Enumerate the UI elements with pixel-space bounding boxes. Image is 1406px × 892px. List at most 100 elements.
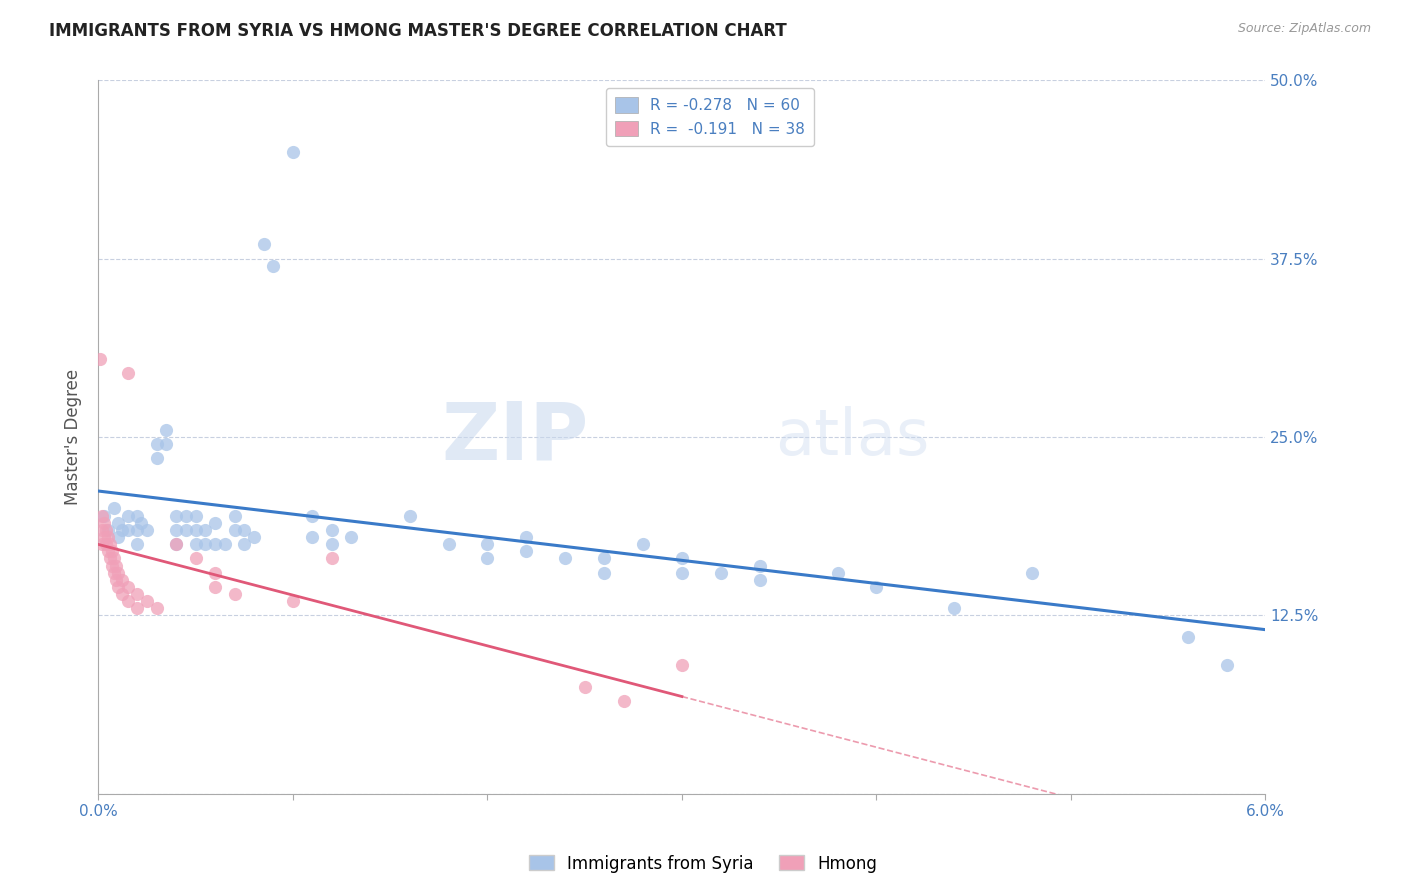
Point — [301, 508, 323, 523]
Point — [224, 508, 246, 523]
Point — [214, 537, 236, 551]
Point — [107, 516, 129, 530]
Point — [91, 523, 114, 537]
Point — [117, 508, 139, 523]
Point — [98, 537, 121, 551]
Point — [104, 558, 127, 573]
Point — [1177, 630, 1199, 644]
Point — [127, 523, 149, 537]
Point — [321, 551, 343, 566]
Point — [631, 537, 654, 551]
Point — [111, 573, 134, 587]
Point — [97, 544, 120, 558]
Point — [91, 508, 114, 523]
Point — [101, 544, 124, 558]
Point — [204, 516, 226, 530]
Point — [593, 551, 616, 566]
Point — [174, 508, 197, 523]
Point — [515, 530, 537, 544]
Point — [321, 523, 343, 537]
Point — [865, 580, 887, 594]
Point — [127, 587, 149, 601]
Point — [165, 537, 187, 551]
Point — [93, 530, 115, 544]
Point — [91, 537, 114, 551]
Point — [574, 680, 596, 694]
Point — [117, 366, 139, 380]
Point — [104, 573, 127, 587]
Point — [515, 544, 537, 558]
Point — [107, 580, 129, 594]
Point — [281, 145, 304, 159]
Point — [165, 537, 187, 551]
Point — [477, 537, 499, 551]
Text: atlas: atlas — [775, 406, 929, 468]
Point — [233, 537, 256, 551]
Point — [184, 551, 207, 566]
Point — [93, 508, 115, 523]
Point — [111, 587, 134, 601]
Point — [127, 508, 149, 523]
Point — [184, 523, 207, 537]
Point — [165, 508, 187, 523]
Point — [96, 537, 118, 551]
Point — [107, 530, 129, 544]
Point — [165, 523, 187, 537]
Text: IMMIGRANTS FROM SYRIA VS HMONG MASTER'S DEGREE CORRELATION CHART: IMMIGRANTS FROM SYRIA VS HMONG MASTER'S … — [49, 22, 787, 40]
Point — [398, 508, 420, 523]
Y-axis label: Master's Degree: Master's Degree — [65, 369, 83, 505]
Point — [281, 594, 304, 608]
Point — [101, 558, 124, 573]
Point — [340, 530, 363, 544]
Point — [554, 551, 576, 566]
Point — [748, 558, 770, 573]
Point — [107, 566, 129, 580]
Point — [146, 437, 169, 451]
Legend: Immigrants from Syria, Hmong: Immigrants from Syria, Hmong — [522, 848, 884, 880]
Point — [97, 523, 120, 537]
Point — [593, 566, 616, 580]
Point — [477, 551, 499, 566]
Point — [93, 516, 115, 530]
Point — [127, 601, 149, 615]
Point — [174, 523, 197, 537]
Point — [146, 451, 169, 466]
Point — [194, 523, 217, 537]
Point — [671, 658, 693, 673]
Point — [321, 537, 343, 551]
Point — [129, 516, 152, 530]
Point — [97, 530, 120, 544]
Point — [184, 537, 207, 551]
Point — [243, 530, 266, 544]
Point — [184, 508, 207, 523]
Point — [155, 423, 177, 437]
Point — [194, 537, 217, 551]
Point — [943, 601, 966, 615]
Point — [96, 523, 118, 537]
Point — [204, 537, 226, 551]
Point — [253, 237, 276, 252]
Point — [301, 530, 323, 544]
Point — [671, 566, 693, 580]
Point — [224, 523, 246, 537]
Point — [117, 594, 139, 608]
Text: ZIP: ZIP — [441, 398, 589, 476]
Text: Source: ZipAtlas.com: Source: ZipAtlas.com — [1237, 22, 1371, 36]
Point — [98, 551, 121, 566]
Point — [117, 523, 139, 537]
Point — [204, 566, 226, 580]
Point — [671, 551, 693, 566]
Point — [127, 537, 149, 551]
Point — [111, 523, 134, 537]
Point — [103, 566, 125, 580]
Point — [146, 601, 169, 615]
Point — [827, 566, 849, 580]
Point — [103, 551, 125, 566]
Point — [136, 523, 159, 537]
Point — [224, 587, 246, 601]
Point — [1215, 658, 1237, 673]
Point — [89, 351, 111, 366]
Point — [117, 580, 139, 594]
Point — [1021, 566, 1043, 580]
Point — [233, 523, 256, 537]
